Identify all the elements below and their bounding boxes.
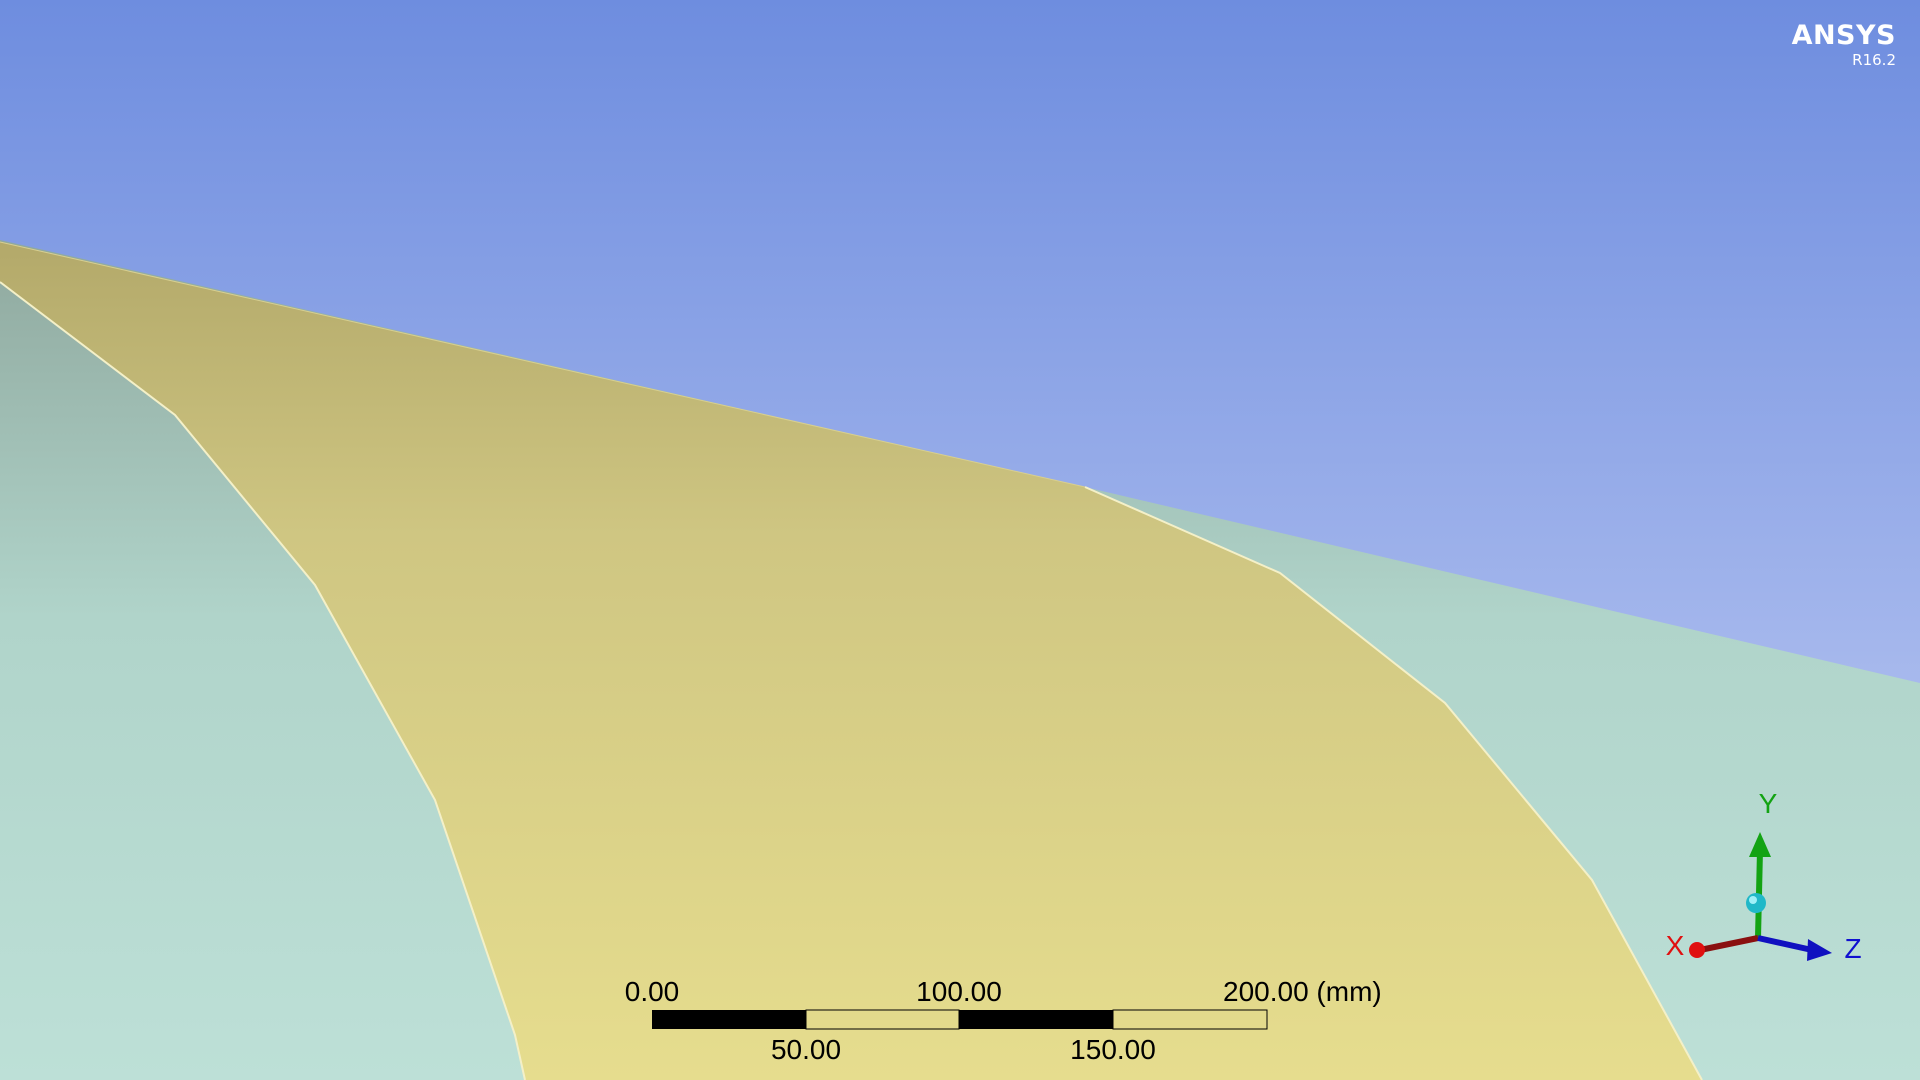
triad-z-arrowhead xyxy=(1807,939,1832,961)
scale-label-100: 100.00 xyxy=(916,976,1002,1007)
face-edge-top xyxy=(0,241,1086,488)
scale-bar-segment-2 xyxy=(805,1009,960,1030)
triad-iso-sphere-highlight xyxy=(1749,896,1757,904)
face-edge-left xyxy=(0,281,526,1080)
triad-y-arrowhead xyxy=(1749,832,1771,857)
scale-bar-segment-3 xyxy=(959,1010,1113,1029)
scale-label-200: 200.00 (mm) xyxy=(1223,976,1382,1007)
logo-brand: ANSYS xyxy=(1791,20,1896,51)
scale-bar: 0.00 100.00 200.00 (mm) 50.00 150.00 xyxy=(625,976,1382,1065)
triad-x-axis xyxy=(1699,935,1759,953)
model-face-selected[interactable] xyxy=(0,242,1702,1080)
triad-z-axis xyxy=(1757,935,1813,953)
scale-bar-segment-4 xyxy=(1112,1009,1268,1030)
scale-bar-segment-1 xyxy=(652,1010,806,1029)
scale-label-150: 150.00 xyxy=(1070,1034,1156,1065)
triad-x-ball xyxy=(1689,942,1705,958)
triad-x-label: X xyxy=(1666,930,1685,961)
scale-label-50: 50.00 xyxy=(771,1034,841,1065)
triad-y-label: Y xyxy=(1759,788,1778,819)
face-edge-right xyxy=(1084,486,1703,1080)
logo-version: R16.2 xyxy=(1852,51,1896,69)
triad-iso-sphere[interactable] xyxy=(1746,893,1766,913)
scale-label-0: 0.00 xyxy=(625,976,680,1007)
triad-z-label: Z xyxy=(1844,933,1861,964)
ansys-logo: ANSYS R16.2 xyxy=(1792,22,1896,68)
coordinate-triad[interactable]: Y X Z xyxy=(1666,788,1862,964)
